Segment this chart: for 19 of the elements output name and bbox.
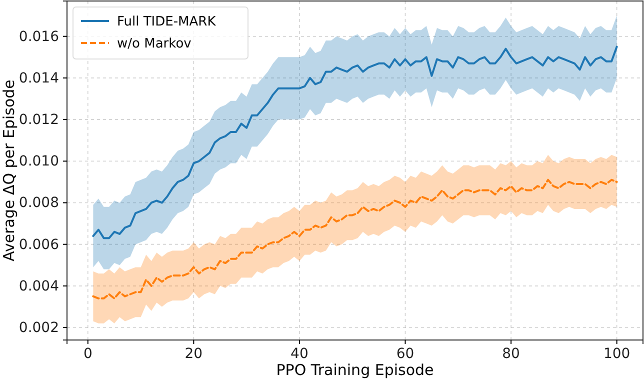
x-tick-label: 0 — [83, 346, 92, 362]
y-tick-label: 0.008 — [18, 195, 59, 212]
y-tick-label: 0.010 — [18, 154, 59, 170]
y-tick-label: 0.016 — [18, 28, 60, 45]
line-series — [92, 178, 618, 300]
y-tick-label: 0.014 — [18, 70, 60, 86]
x-tick-label: 100 — [603, 346, 630, 362]
y-tick-label: 0.004 — [18, 278, 60, 294]
legend-label: Full TIDE-MARK — [117, 14, 216, 30]
x-tick-label: 20 — [184, 346, 203, 362]
x-tick-label: 40 — [290, 346, 308, 362]
x-tick-label: 60 — [396, 346, 414, 362]
x-axis-title: PPO Training Episode — [276, 361, 434, 379]
y-tick-label: 0.002 — [18, 320, 59, 336]
x-tick-label: 80 — [502, 346, 520, 362]
y-tick-label: 0.012 — [18, 112, 59, 128]
y-tick-label: 0.006 — [18, 236, 60, 253]
legend-label: w/o Markov — [117, 36, 192, 52]
y-axis-title: Average ΔQ per Episode — [0, 80, 18, 262]
